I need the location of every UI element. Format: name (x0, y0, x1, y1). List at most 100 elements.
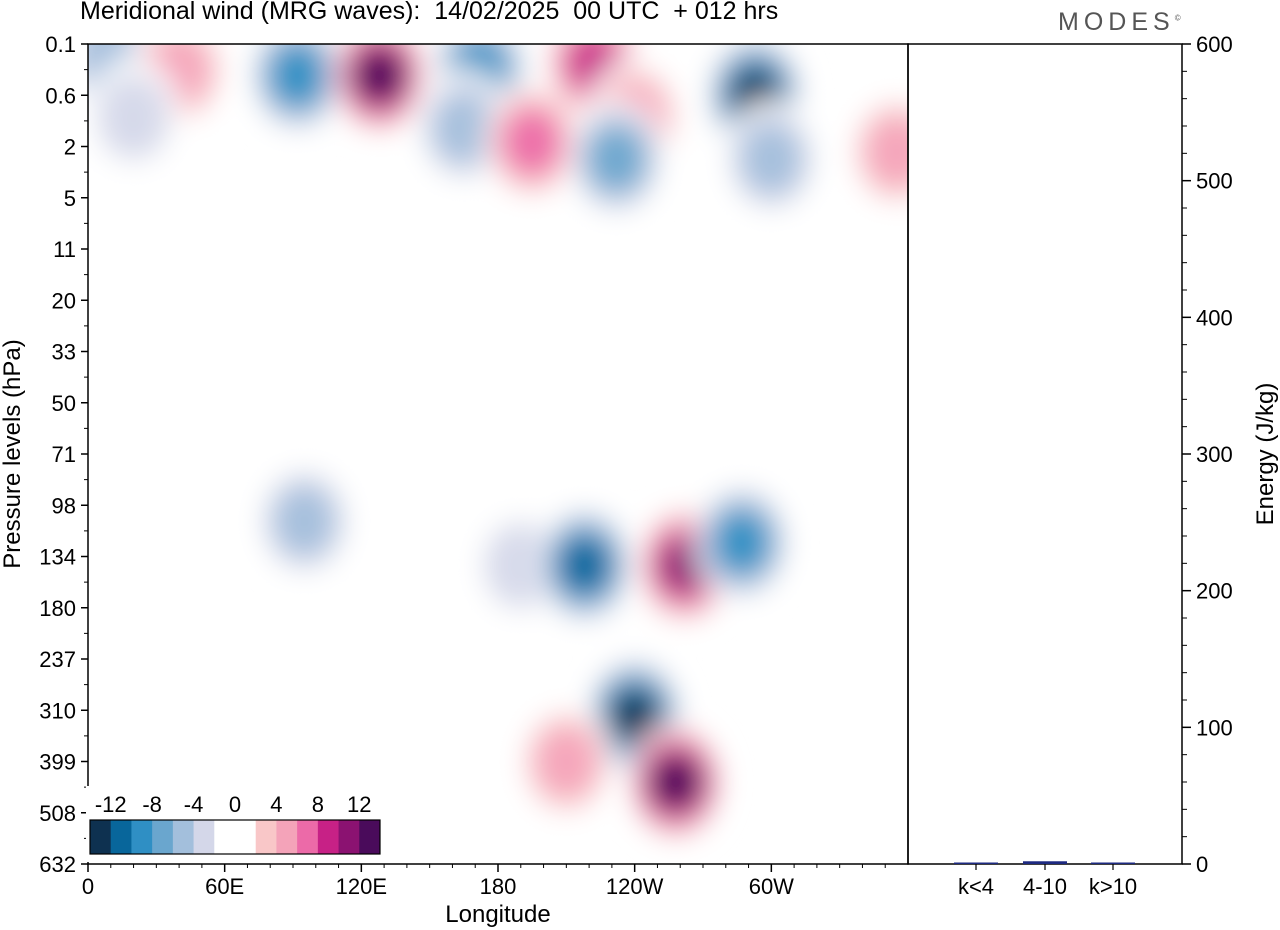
wind-anomaly-11-level-4 (588, 128, 645, 190)
wind-anomaly-16-level-6 (559, 539, 610, 592)
pressure-tick-label: 237 (39, 647, 76, 672)
energy-bar (954, 862, 998, 864)
wind-anomaly-15-level-2 (484, 522, 557, 608)
longitude-tick-label: 120E (336, 874, 387, 899)
wind-anomaly-12-level-3 (740, 124, 803, 194)
pressure-tick-label: 632 (39, 852, 76, 877)
pressure-tick-label: 508 (39, 801, 76, 826)
pressure-tick-label: 11 (53, 237, 76, 262)
wind-anomaly-8 (415, 68, 512, 189)
energy-tick-label: 200 (1196, 579, 1233, 604)
colorbar-swatch (214, 820, 236, 854)
wind-anomaly-8-level-3 (432, 93, 495, 164)
wind-anomaly-19-level-7 (610, 691, 659, 742)
pressure-tick-label: 5 (64, 186, 76, 211)
wind-anomaly-3 (331, 44, 428, 136)
colorbar-label: -4 (184, 792, 204, 817)
energy-bar (1091, 862, 1135, 864)
pressure-tick-label: 399 (39, 750, 76, 775)
pressure-tick-label: 33 (52, 340, 76, 365)
axes: 0.1 0.6 2 5 11 20 33 50 71 98 134 180 237 310 399 508 63… (0, 32, 886, 928)
wind-anomaly-12 (723, 98, 820, 219)
wind-anomaly-11 (568, 98, 665, 219)
colorbar-swatch (172, 820, 195, 854)
longitude-tick-label: 60W (749, 874, 794, 899)
wind-anomaly-14-level-3 (273, 486, 336, 557)
energy-tick-label: 100 (1196, 715, 1233, 740)
wind-anomaly-21 (518, 702, 615, 823)
colorbar-swatch (276, 820, 298, 854)
longitude-tick-label: 120W (606, 874, 664, 899)
pressure-tick-label: 0.1 (45, 32, 76, 57)
wind-anomaly-20-level-7 (651, 757, 700, 808)
colorbar-swatch (359, 820, 381, 854)
colorbar-swatch (235, 820, 257, 854)
wind-anomaly-2 (249, 44, 346, 136)
energy-tick-label: 400 (1196, 305, 1233, 330)
pressure-tick-label: 134 (39, 545, 76, 570)
wind-anomaly-13-level-3 (865, 116, 908, 187)
energy-panel-frame (907, 43, 1183, 865)
energy-bars: 0 100 200 300 400 500 600 k<4 4-10 k>10 Energy (J/… (954, 32, 1279, 899)
wind-anomaly-7 (88, 57, 182, 177)
contour-field (88, 44, 908, 843)
pressure-tick-label: 310 (39, 698, 76, 723)
pressure-tick-label: 20 (52, 288, 76, 313)
wind-anomaly-14 (256, 461, 353, 582)
energy-bar (1023, 861, 1067, 864)
pressure-tick-label: 180 (39, 596, 76, 621)
y-axis-label: Pressure levels (hPa) (0, 339, 26, 568)
colorbar-swatch (152, 820, 174, 854)
pressure-tick-label: 71 (52, 442, 76, 467)
energy-category-label: k<4 (958, 874, 994, 899)
longitude-tick-label: 60E (205, 874, 244, 899)
colorbar-swatch (338, 820, 360, 854)
colorbar-swatch (255, 820, 277, 854)
longitude-tick-label: 0 (82, 874, 94, 899)
energy-tick-label: 0 (1196, 852, 1208, 877)
wind-anomaly-20 (627, 722, 724, 843)
wind-anomaly-3-level-7 (355, 50, 404, 101)
energy-axis-label: Energy (J/kg) (1252, 383, 1279, 526)
energy-category-label: k>10 (1089, 874, 1137, 899)
colorbar: -12 -8 -4 0 4 8 12 (86, 786, 388, 862)
colorbar-label: 12 (347, 792, 371, 817)
colorbar-label: 8 (312, 792, 324, 817)
colorbar-swatch (131, 820, 153, 854)
modes-logo: MODES© (1058, 8, 1181, 37)
wind-anomaly-2-level-5 (271, 47, 324, 104)
wind-anomaly-9-level-4 (504, 111, 561, 173)
energy-tick-label: 500 (1196, 169, 1233, 194)
chart-title: Meridional wind (MRG waves): 14/02/2025 … (80, 0, 779, 25)
wind-anomaly-13 (848, 91, 908, 212)
wind-anomaly-21-level-3 (535, 727, 598, 797)
colorbar-swatch (110, 820, 132, 854)
pressure-tick-label: 2 (64, 135, 76, 160)
colorbar-swatch (317, 820, 340, 854)
colorbar-label: -8 (142, 792, 162, 817)
wind-field-blobs (88, 44, 908, 843)
colorbar-swatch (90, 820, 112, 854)
colorbar-border (89, 819, 381, 855)
colorbar-label: 4 (270, 792, 282, 817)
longitude-tick-label: 180 (480, 874, 517, 899)
pressure-tick-label: 98 (52, 493, 76, 518)
wind-anomaly-16 (536, 505, 633, 626)
logo-mark: © (1174, 13, 1181, 23)
wind-anomaly-18 (693, 482, 790, 603)
wind-anomaly-18-level-5 (715, 514, 768, 571)
energy-tick-label: 600 (1196, 32, 1233, 57)
logo-text: MODES (1058, 8, 1175, 36)
energy-category-label: 4-10 (1023, 874, 1067, 899)
colorbar-label: -12 (95, 792, 127, 817)
colorbar-swatch (297, 820, 319, 854)
pressure-tick-label: 50 (52, 391, 76, 416)
wind-anomaly-7-level-2 (97, 74, 170, 160)
x-axis-label: Longitude (445, 901, 550, 928)
colorbar-swatch (193, 820, 215, 854)
energy-tick-label: 300 (1196, 442, 1233, 467)
colorbar-label: 0 (229, 792, 241, 817)
wind-anomaly-9 (484, 82, 581, 203)
pressure-tick-label: 0.6 (45, 83, 76, 108)
